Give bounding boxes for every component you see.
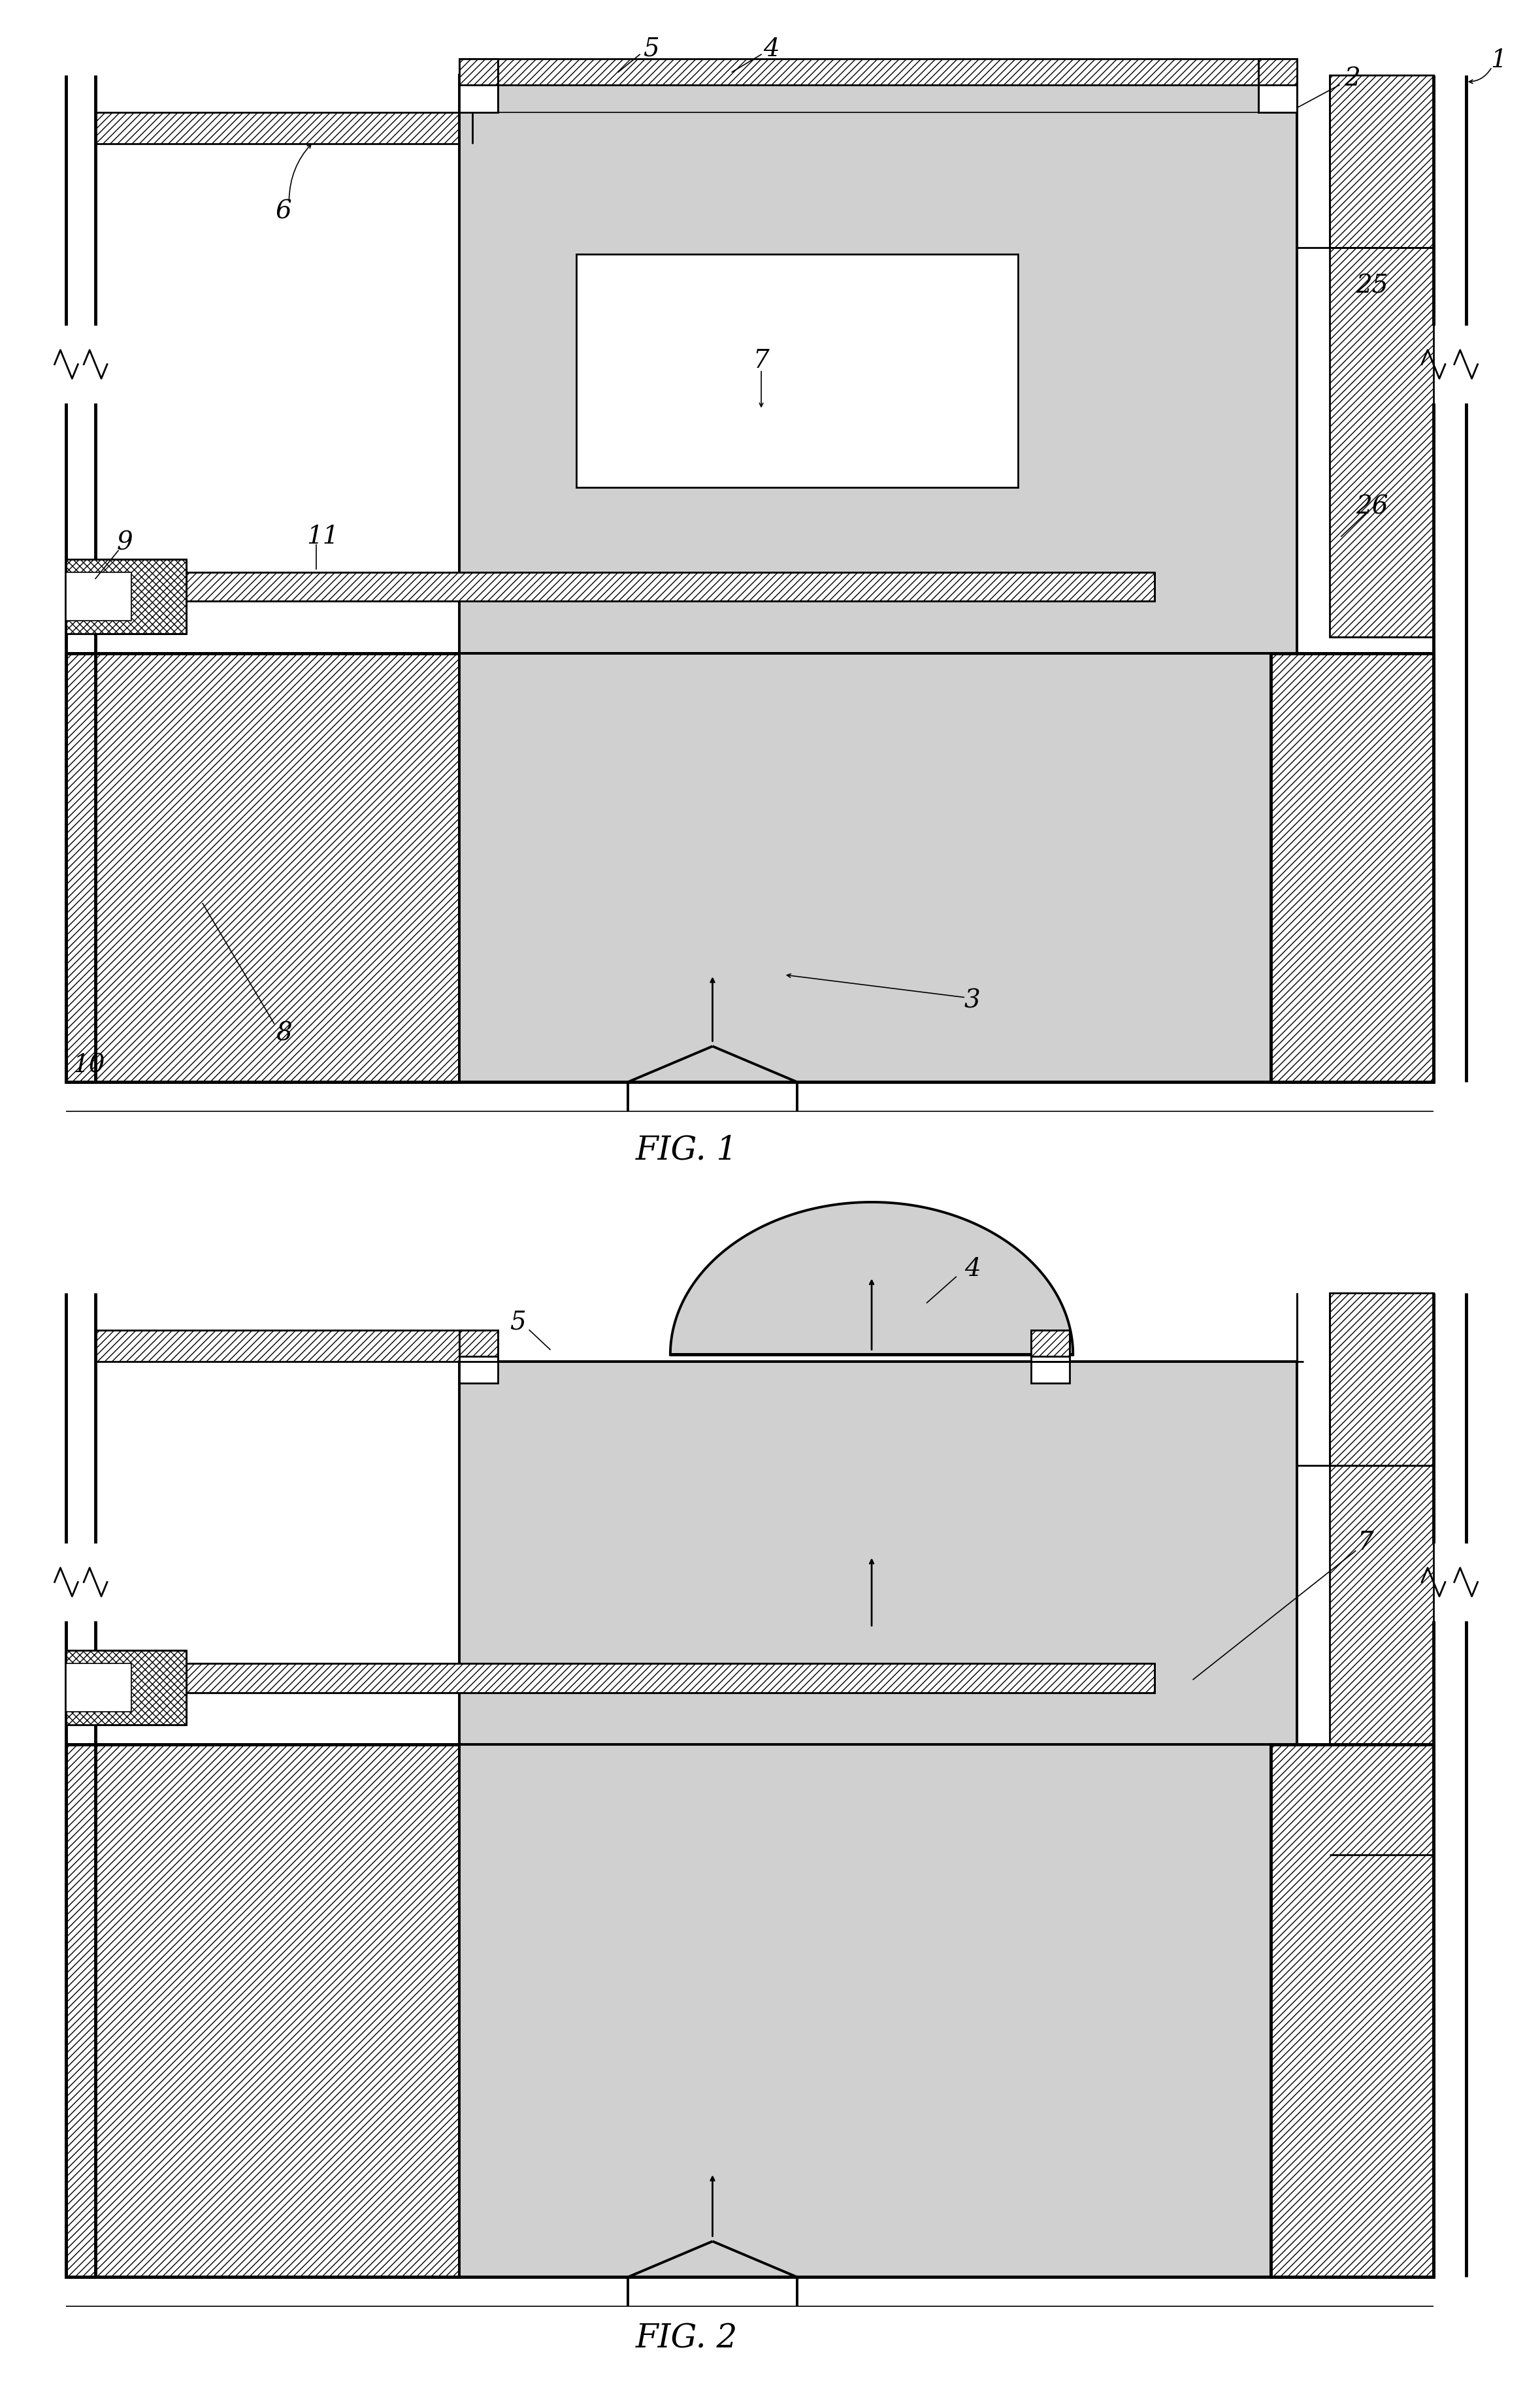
- Text: 1: 1: [1491, 48, 1506, 72]
- Bar: [1258, 60, 1297, 113]
- Text: 6: 6: [276, 199, 293, 223]
- Bar: [1329, 1294, 1434, 1465]
- Bar: [459, 1330, 497, 1383]
- Bar: [459, 60, 497, 84]
- Bar: [66, 1746, 459, 2276]
- Text: FIG. 1: FIG. 1: [636, 1133, 738, 1167]
- Text: 5: 5: [642, 36, 659, 62]
- Bar: [576, 255, 1018, 487]
- Text: FIG. 2: FIG. 2: [636, 2322, 738, 2355]
- Bar: [66, 559, 186, 634]
- Bar: [95, 113, 473, 144]
- Bar: [66, 571, 131, 622]
- Text: 3: 3: [964, 989, 981, 1013]
- Bar: [459, 1330, 497, 1357]
- Text: 26: 26: [1355, 495, 1388, 519]
- Bar: [1270, 653, 1434, 1083]
- Text: 9: 9: [117, 531, 132, 555]
- Text: 7: 7: [1357, 1532, 1374, 1556]
- Bar: [66, 653, 459, 1083]
- Text: 8: 8: [276, 1020, 293, 1044]
- Text: 4: 4: [964, 1258, 981, 1282]
- Bar: [95, 1330, 473, 1361]
- Bar: [66, 1664, 131, 1712]
- Text: 11: 11: [306, 523, 339, 547]
- Text: 2: 2: [1344, 67, 1360, 91]
- Bar: [1270, 1746, 1434, 2276]
- Text: 7: 7: [753, 348, 770, 372]
- Bar: [497, 60, 1258, 84]
- Bar: [186, 1664, 1153, 1693]
- Bar: [459, 74, 1297, 653]
- Bar: [459, 653, 1270, 1083]
- Text: 25: 25: [1355, 274, 1388, 298]
- Text: 5: 5: [510, 1311, 525, 1335]
- Bar: [459, 60, 497, 113]
- Polygon shape: [670, 1203, 1073, 1354]
- Bar: [459, 1746, 1270, 2276]
- Bar: [1329, 247, 1434, 636]
- Bar: [66, 1649, 186, 1724]
- Bar: [1258, 60, 1297, 84]
- Bar: [186, 571, 1153, 600]
- Bar: [459, 1361, 1297, 1868]
- Text: 4: 4: [762, 36, 779, 62]
- Bar: [1030, 1330, 1070, 1357]
- Bar: [1030, 1330, 1070, 1383]
- Text: 10: 10: [72, 1054, 105, 1078]
- Bar: [1329, 1465, 1434, 1856]
- Bar: [1329, 74, 1434, 247]
